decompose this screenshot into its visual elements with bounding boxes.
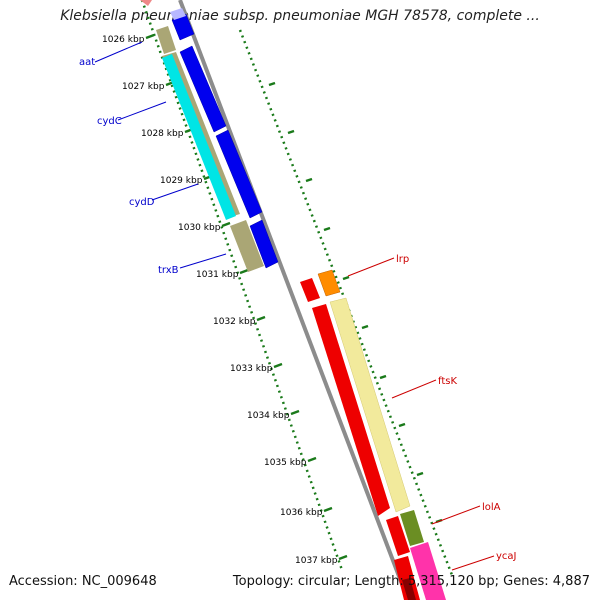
label-leader-line — [451, 555, 495, 571]
label-leader-line — [347, 257, 395, 277]
gene-trxB-region — [230, 220, 264, 272]
gene-lolA-red — [386, 516, 410, 556]
gene-lolA-cds[interactable] — [400, 510, 424, 546]
gene-ftsK-red[interactable] — [312, 304, 390, 516]
tick-label: 1030 kbp — [178, 223, 221, 233]
label-leader-line — [94, 41, 143, 63]
accession-text: Accession: NC_009648 — [9, 574, 157, 589]
gene-cydD-cds[interactable] — [215, 129, 263, 219]
gene-label-trxB[interactable]: trxB — [158, 265, 179, 276]
outer-tick — [416, 471, 424, 477]
tick-label: 1029 kbp — [160, 176, 203, 186]
outer-ruler — [238, 29, 454, 576]
outer-tick — [323, 226, 331, 232]
label-leader-line — [179, 253, 227, 269]
label-leader-line — [431, 505, 481, 525]
major-tick — [273, 362, 283, 369]
tick-label: 1026 kbp — [102, 35, 145, 45]
tick-label: 1035 kbp — [264, 458, 307, 468]
outer-tick — [379, 374, 387, 380]
major-tick — [307, 456, 317, 463]
tick-label: 1037 kbp — [295, 556, 338, 566]
topology-text: Topology: circular; Length: 5,315,120 bp… — [232, 574, 590, 589]
gene-label-aat[interactable]: aat — [79, 57, 95, 68]
gene-ftsK-cds[interactable] — [329, 297, 411, 513]
major-tick — [145, 33, 155, 40]
outer-tick — [305, 177, 313, 183]
major-tick — [323, 506, 333, 513]
major-tick — [338, 554, 348, 561]
gene-lrp-cds[interactable] — [317, 269, 341, 297]
gene-label-ycaJ[interactable]: ycaJ — [496, 551, 517, 562]
major-tick — [290, 409, 300, 416]
gene-ycaJ-cds[interactable] — [410, 542, 446, 600]
gene-labels: aat cydC cydD trxB lrp ftsK lolA ycaJ — [79, 41, 517, 571]
gene-trxB-cds[interactable] — [249, 219, 279, 269]
gene-ycaJ-red — [394, 556, 420, 600]
gene-left-red-small — [300, 278, 320, 302]
tick-labels: 1026 kbp 1027 kbp 1028 kbp 1029 kbp 1030 kbp… — [102, 35, 338, 566]
label-leader-line — [151, 183, 199, 201]
tick-label: 1033 kbp — [230, 364, 273, 374]
outer-tick — [398, 422, 406, 428]
major-tick — [239, 268, 249, 275]
gene-ycaJ-dark — [402, 578, 416, 600]
gene-label-ftsK[interactable]: ftsK — [438, 376, 457, 387]
tick-label: 1028 kbp — [141, 129, 184, 139]
outer-tick — [342, 275, 350, 281]
major-tick — [256, 315, 266, 322]
gene-cydD-cyan — [162, 54, 236, 220]
tick-label: 1027 kbp — [122, 82, 165, 92]
tick-label: 1034 kbp — [247, 411, 290, 421]
outer-tick — [287, 129, 295, 135]
label-leader-line — [391, 379, 437, 399]
tick-label: 1036 kbp — [280, 508, 323, 518]
tick-label: 1032 kbp — [213, 317, 256, 327]
genome-backbone — [178, 0, 410, 600]
gene-label-cydD[interactable]: cydD — [129, 197, 155, 208]
label-leader-line — [117, 101, 167, 121]
gene-aat-region — [156, 26, 176, 54]
outer-tick — [268, 81, 276, 87]
gene-cydC-cds[interactable] — [179, 45, 227, 133]
gene-label-lolA[interactable]: lolA — [482, 502, 501, 513]
gene-top-lavender — [170, 8, 186, 20]
major-tick — [221, 221, 231, 228]
gene-label-cydC[interactable]: cydC — [97, 116, 122, 127]
gene-top-pink — [140, 0, 152, 6]
tick-label: 1031 kbp — [196, 270, 239, 280]
outer-tick — [361, 324, 369, 330]
gene-label-lrp[interactable]: lrp — [396, 254, 409, 265]
